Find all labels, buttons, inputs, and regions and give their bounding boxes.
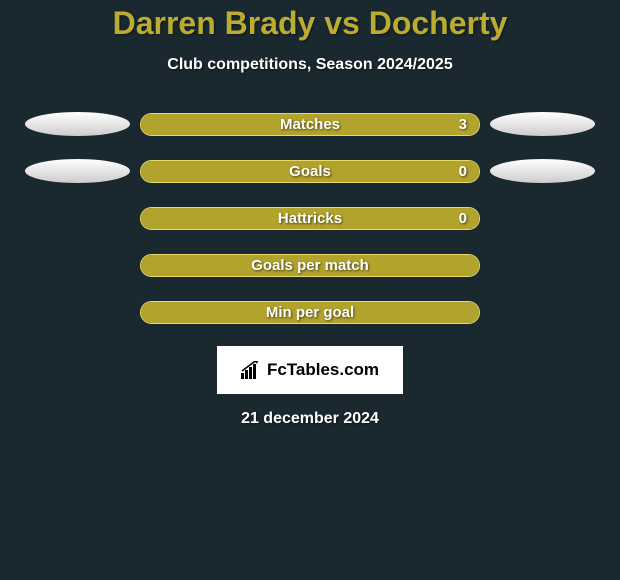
- stat-row: Goals per match: [0, 253, 620, 277]
- stat-row: Matches 3: [0, 112, 620, 136]
- stat-label: Matches: [280, 116, 340, 133]
- stat-label: Min per goal: [266, 304, 354, 321]
- ellipse-right: [490, 159, 595, 183]
- page-title: Darren Brady vs Docherty: [113, 5, 508, 42]
- stat-bar: Matches 3: [140, 113, 480, 136]
- stat-value: 3: [459, 116, 467, 133]
- stat-label: Goals: [289, 163, 331, 180]
- stat-bar: Goals 0: [140, 160, 480, 183]
- ellipse-placeholder: [490, 206, 595, 230]
- chart-icon: [241, 361, 261, 379]
- stat-label: Goals per match: [251, 257, 369, 274]
- ellipse-left: [25, 159, 130, 183]
- ellipse-placeholder: [25, 253, 130, 277]
- logo-text: FcTables.com: [267, 360, 379, 380]
- logo-box: FcTables.com: [217, 346, 403, 394]
- ellipse-placeholder: [490, 253, 595, 277]
- subtitle: Club competitions, Season 2024/2025: [167, 56, 452, 74]
- date-text: 21 december 2024: [241, 410, 379, 428]
- stat-bar: Goals per match: [140, 254, 480, 277]
- ellipse-placeholder: [25, 300, 130, 324]
- ellipse-left: [25, 112, 130, 136]
- stat-row: Min per goal: [0, 300, 620, 324]
- stat-label: Hattricks: [278, 210, 342, 227]
- stat-bar: Hattricks 0: [140, 207, 480, 230]
- ellipse-placeholder: [25, 206, 130, 230]
- ellipse-placeholder: [490, 300, 595, 324]
- stat-value: 0: [459, 210, 467, 227]
- ellipse-right: [490, 112, 595, 136]
- stat-bar: Min per goal: [140, 301, 480, 324]
- stat-row: Hattricks 0: [0, 206, 620, 230]
- stat-value: 0: [459, 163, 467, 180]
- stats-area: Matches 3 Goals 0 Hattricks 0 Goals per match M…: [0, 112, 620, 324]
- stat-row: Goals 0: [0, 159, 620, 183]
- main-container: Darren Brady vs Docherty Club competitio…: [0, 0, 620, 428]
